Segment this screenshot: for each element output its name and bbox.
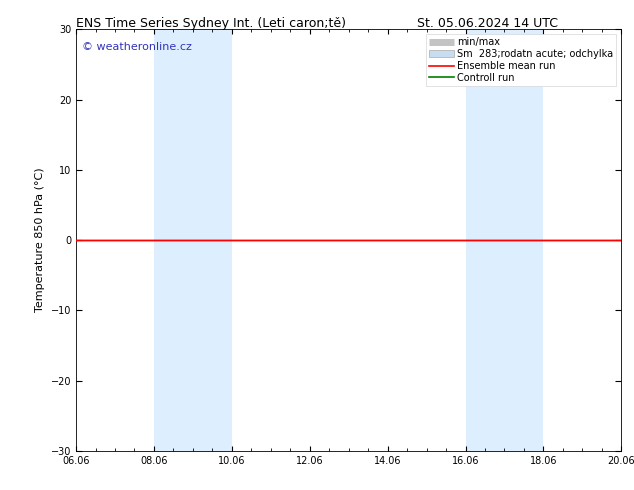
Bar — [465, 29, 543, 451]
Text: ENS Time Series Sydney Int. (Leti caron;tě): ENS Time Series Sydney Int. (Leti caron;… — [76, 17, 346, 30]
Bar — [154, 29, 232, 451]
Legend: min/max, Sm  283;rodatn acute; odchylka, Ensemble mean run, Controll run: min/max, Sm 283;rodatn acute; odchylka, … — [426, 34, 616, 86]
Text: St. 05.06.2024 14 UTC: St. 05.06.2024 14 UTC — [417, 17, 558, 30]
Text: © weatheronline.cz: © weatheronline.cz — [82, 42, 191, 52]
Y-axis label: Temperature 850 hPa (°C): Temperature 850 hPa (°C) — [35, 168, 45, 313]
